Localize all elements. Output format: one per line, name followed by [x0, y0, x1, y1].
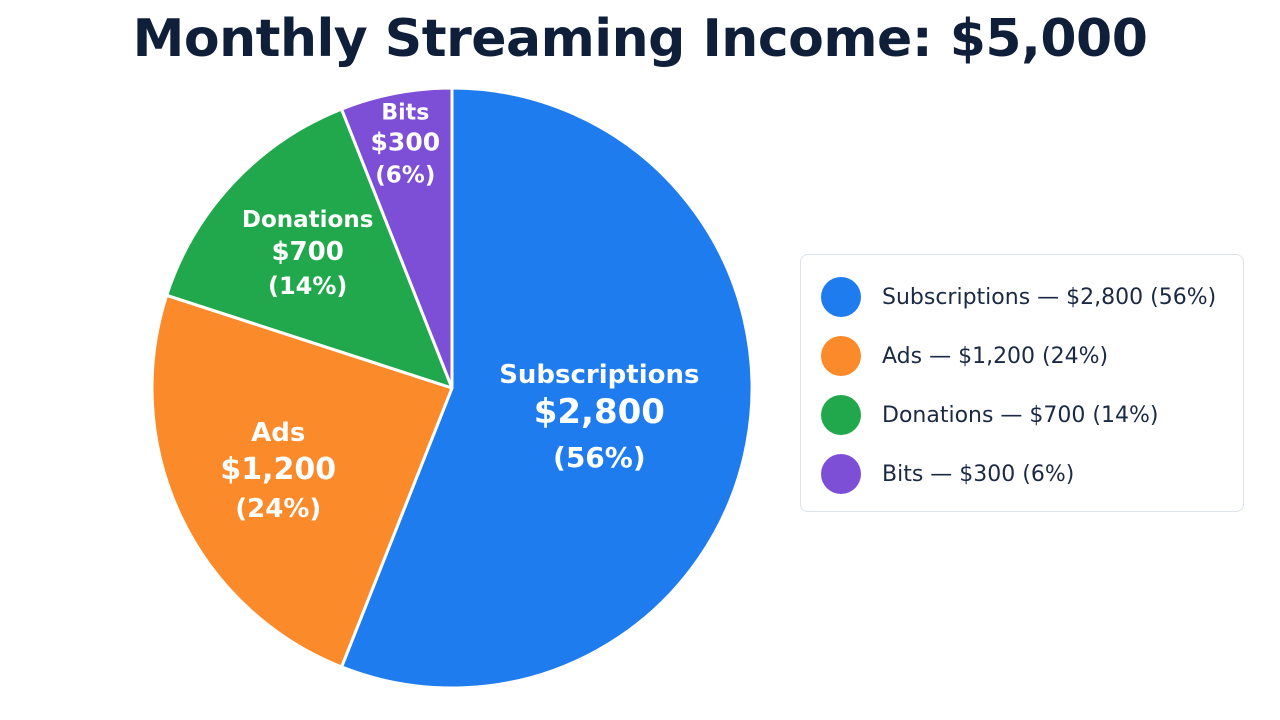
chart-title: Monthly Streaming Income: $5,000 — [132, 9, 1148, 69]
slice-label-value: $2,800 — [534, 392, 665, 432]
slice-label-percent: (6%) — [375, 163, 435, 189]
slice-label-value: $300 — [371, 128, 441, 157]
slice-label-name: Subscriptions — [499, 360, 699, 390]
slice-label-name: Bits — [381, 101, 429, 126]
legend-swatch — [821, 277, 861, 317]
chart-legend: Subscriptions — $2,800 (56%) Ads — $1,200… — [800, 254, 1244, 512]
slice-label-name: Ads — [251, 418, 305, 448]
pie-slice-donations — [165, 107, 454, 390]
legend-swatch — [821, 336, 861, 376]
pie-slices — [150, 86, 754, 690]
slice-label-percent: (56%) — [553, 441, 646, 474]
legend-swatch — [821, 395, 861, 435]
pie-slice-ads — [150, 293, 454, 669]
slice-label-percent: (14%) — [268, 272, 347, 300]
slice-label-value: $700 — [271, 237, 343, 267]
legend-label: Ads — $1,200 (24%) — [882, 343, 1109, 369]
legend-label: Donations — $700 (14%) — [882, 402, 1159, 428]
pie-slice-labels: Subscriptions$2,800 (56%) Ads $1,200 (24%) Do… — [220, 101, 699, 524]
slice-label-percent: (24%) — [235, 494, 321, 524]
pie-slice-bits — [340, 86, 454, 390]
legend-item-subscriptions: Subscriptions — $2,800 (56%) — [821, 275, 1216, 319]
legend-swatch — [821, 454, 861, 494]
pie-slice-subscriptions — [340, 86, 754, 690]
legend-item-ads: Ads — $1,200 (24%) — [821, 334, 1108, 378]
legend-label: Subscriptions — $2,800 (56%) — [882, 284, 1217, 310]
legend-item-bits: Bits — $300 (6%) — [821, 452, 1074, 496]
slice-label-value: $1,200 — [220, 452, 336, 487]
legend-label: Bits — $300 (6%) — [882, 461, 1075, 487]
slice-label-name: Donations — [242, 207, 374, 233]
legend-item-donations: Donations — $700 (14%) — [821, 393, 1158, 437]
